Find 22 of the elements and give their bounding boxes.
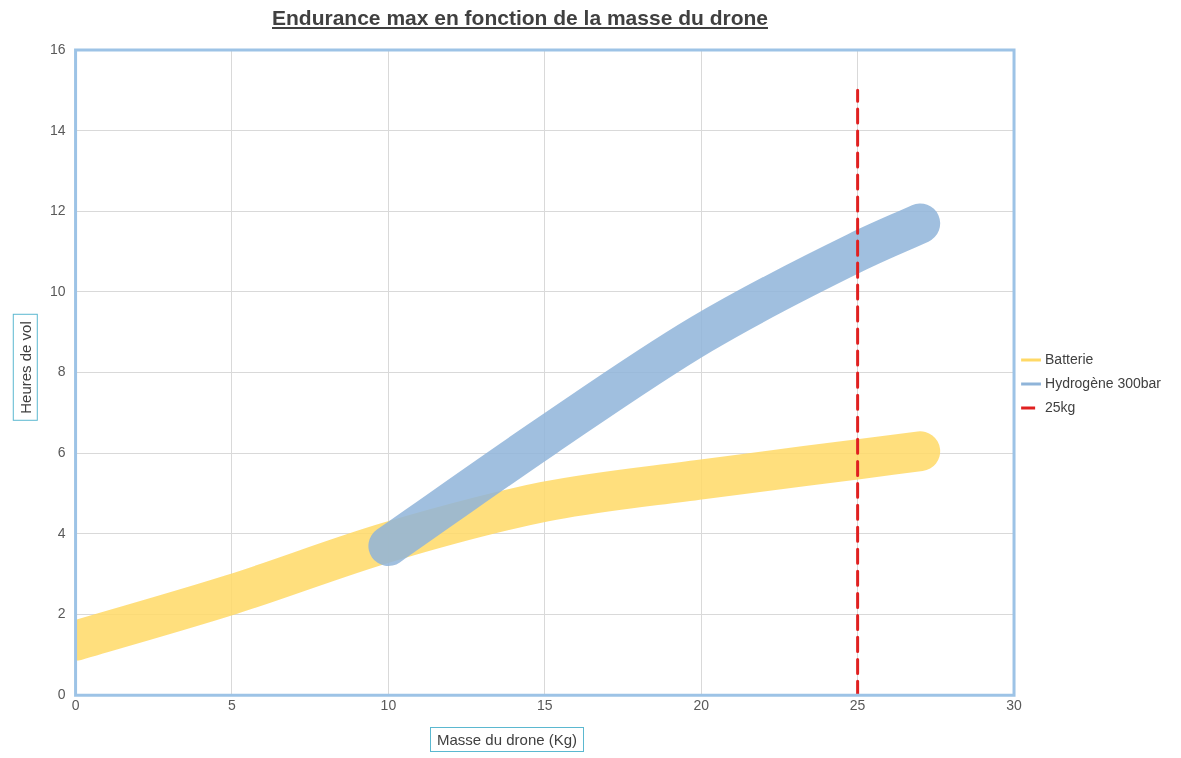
legend-label: Hydrogène 300bar xyxy=(1045,374,1162,391)
x-tick-label: 10 xyxy=(380,697,397,714)
x-tick-label: 15 xyxy=(537,697,553,714)
y-tick-label: 16 xyxy=(49,40,66,57)
y-tick-label: 6 xyxy=(57,444,66,461)
legend-label: Batterie xyxy=(1045,350,1094,367)
y-tick-label: 4 xyxy=(57,524,66,541)
y-axis-title: Heures de vol xyxy=(12,314,38,421)
x-axis-title: Masse du drone (Kg) xyxy=(430,727,585,752)
y-tick-label: 8 xyxy=(57,363,66,380)
x-tick-label: 5 xyxy=(228,697,237,714)
x-tick-label: 0 xyxy=(71,697,80,714)
y-tick-label: 10 xyxy=(49,282,66,299)
legend-label: 25kg xyxy=(1045,398,1076,415)
y-tick-label: 2 xyxy=(57,605,66,622)
x-tick-label: 30 xyxy=(1006,697,1023,714)
y-tick-label: 14 xyxy=(49,121,66,138)
x-tick-label: 20 xyxy=(693,697,710,714)
y-tick-label: 0 xyxy=(57,686,66,703)
x-tick-label: 25 xyxy=(849,697,866,714)
chart-title: Endurance max en fonction de la masse du drone xyxy=(271,6,769,30)
y-tick-label: 12 xyxy=(49,202,66,219)
